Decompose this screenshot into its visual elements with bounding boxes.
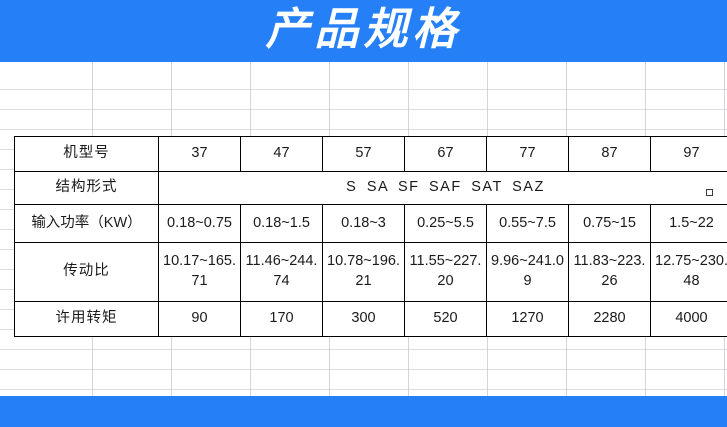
cell-ratio-1: 10.17~165.71	[158, 242, 241, 302]
cell-ratio-6: 11.83~223.26	[568, 242, 651, 302]
cell-model-4: 67	[404, 136, 487, 172]
table-row: 机型号 37 47 57 67 77 87 97	[14, 136, 727, 172]
cell-ratio-5: 9.96~241.09	[486, 242, 569, 302]
table-row: 输入功率（KW） 0.18~0.75 0.18~1.5 0.18~3 0.25~…	[14, 204, 727, 243]
cell-model-7: 97	[650, 136, 727, 172]
cell-model-2: 47	[240, 136, 323, 172]
cell-torque-5: 1270	[486, 301, 569, 337]
cell-selection-handle[interactable]	[706, 189, 713, 196]
cell-power-5: 0.55~7.5	[486, 204, 569, 243]
cell-power-3: 0.18~3	[322, 204, 405, 243]
cell-torque-6: 2280	[568, 301, 651, 337]
product-spec-table-container: 机型号 37 47 57 67 77 87 97 结构形式 S SA SF SA…	[14, 136, 727, 337]
table-row: 结构形式 S SA SF SAF SAT SAZ	[14, 171, 727, 205]
cell-ratio-7: 12.75~230.48	[650, 242, 727, 302]
row-label-structure: 结构形式	[14, 171, 159, 205]
cell-model-5: 77	[486, 136, 569, 172]
cell-torque-1: 90	[158, 301, 241, 337]
cell-power-2: 0.18~1.5	[240, 204, 323, 243]
cell-structure-types: S SA SF SAF SAT SAZ	[158, 171, 727, 205]
table-row: 传动比 10.17~165.71 11.46~244.74 10.78~196.…	[14, 242, 727, 302]
cell-model-6: 87	[568, 136, 651, 172]
table-row: 许用转矩 90 170 300 520 1270 2280 4000	[14, 301, 727, 337]
cell-torque-7: 4000	[650, 301, 727, 337]
cell-ratio-3: 10.78~196.21	[322, 242, 405, 302]
cell-ratio-2: 11.46~244.74	[240, 242, 323, 302]
cell-power-6: 0.75~15	[568, 204, 651, 243]
cell-model-3: 57	[322, 136, 405, 172]
row-label-model: 机型号	[14, 136, 159, 172]
cell-ratio-4: 11.55~227.20	[404, 242, 487, 302]
cell-power-4: 0.25~5.5	[404, 204, 487, 243]
cell-torque-2: 170	[240, 301, 323, 337]
cell-power-1: 0.18~0.75	[158, 204, 241, 243]
cell-torque-3: 300	[322, 301, 405, 337]
product-spec-table: 机型号 37 47 57 67 77 87 97 结构形式 S SA SF SA…	[14, 136, 727, 337]
row-label-transmission-ratio: 传动比	[14, 242, 159, 302]
page-header-banner: 产品规格	[0, 0, 727, 62]
row-label-permissible-torque: 许用转矩	[14, 301, 159, 337]
row-label-input-power: 输入功率（KW）	[14, 204, 159, 243]
cell-torque-4: 520	[404, 301, 487, 337]
cell-model-1: 37	[158, 136, 241, 172]
cell-power-7: 1.5~22	[650, 204, 727, 243]
page-footer-banner	[0, 396, 727, 427]
page-title: 产品规格	[265, 5, 462, 54]
